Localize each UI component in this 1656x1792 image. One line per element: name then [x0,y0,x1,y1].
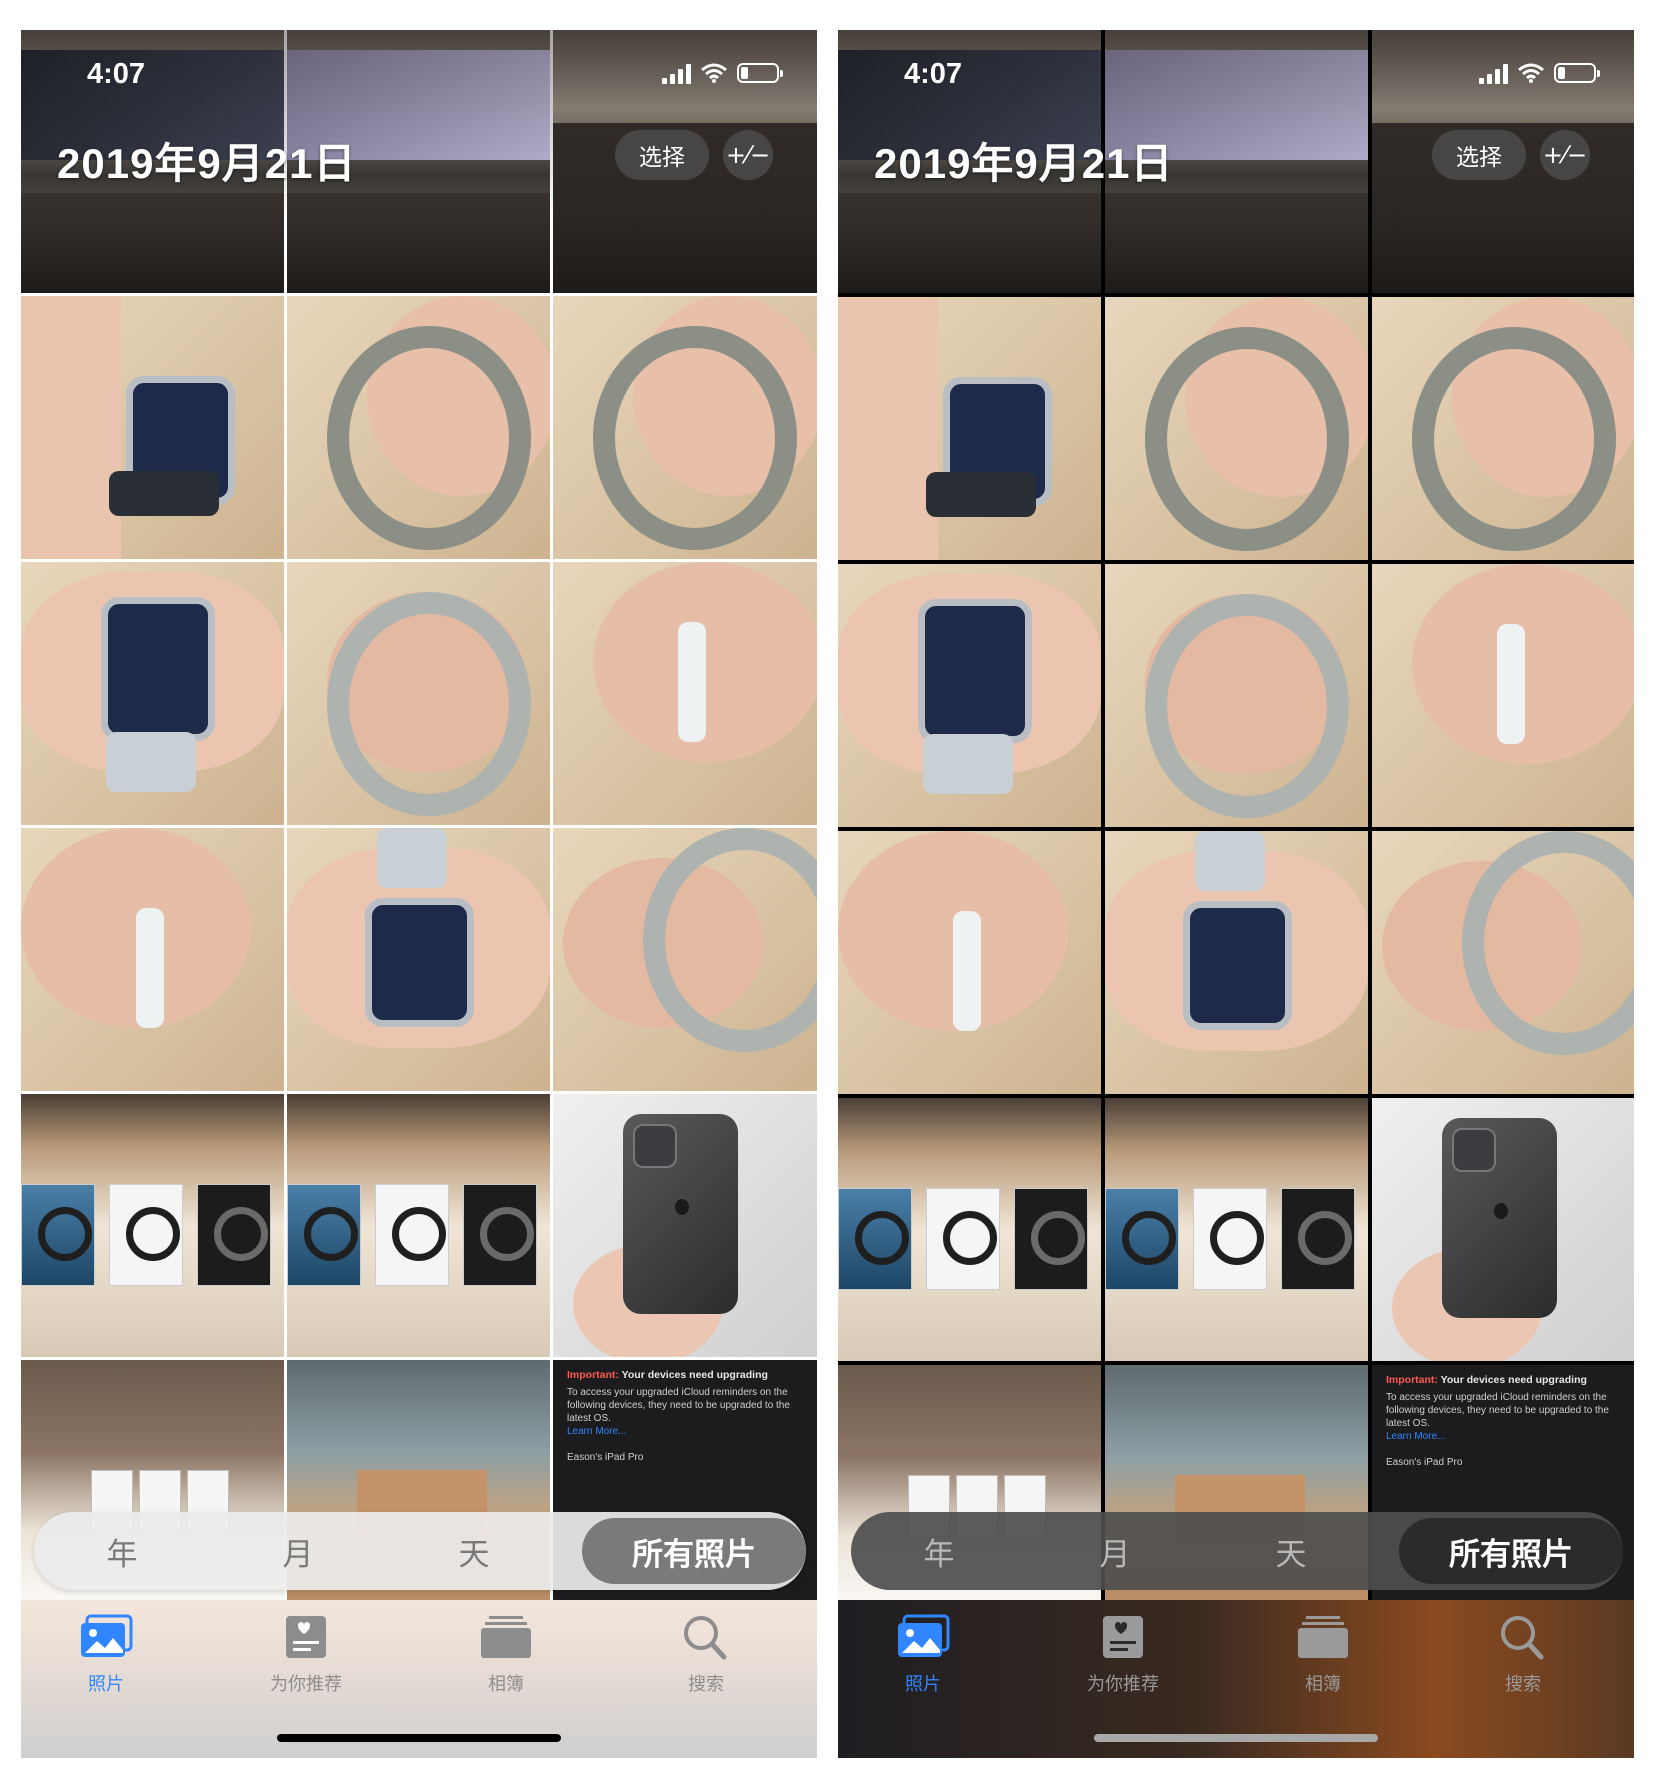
screenshot-device: Eason's iPad Pro [567,1452,644,1463]
photo-thumbnail[interactable] [287,296,550,559]
tab-label: 搜索 [688,1674,724,1695]
search-icon [679,1614,733,1660]
photo-thumbnail[interactable] [838,831,1101,1094]
segment-years[interactable]: 年 [923,1536,955,1573]
wifi-icon [1517,62,1545,84]
photo-thumbnail[interactable] [21,1094,284,1357]
tab-for-you[interactable]: 为你推荐 [236,1614,376,1696]
battery-icon [737,63,783,83]
status-icons [662,62,783,84]
photos-icon [896,1614,950,1660]
tab-bar: 照片 为你推荐 相簿 搜索 [21,1600,817,1758]
screenshot-body: To access your upgraded iCloud reminders… [1386,1392,1609,1429]
photo-thumbnail[interactable] [1372,1098,1634,1361]
segment-months[interactable]: 月 [282,1536,314,1573]
view-segmented-control: 年 月 天 所有照片 [34,1512,806,1590]
tab-bar: 照片 为你推荐 相簿 搜索 [838,1600,1634,1758]
photo-thumbnail[interactable] [1105,831,1368,1094]
photo-thumbnail[interactable] [1372,297,1634,560]
screenshot-body: To access your upgraded iCloud reminders… [567,1387,790,1424]
plus-minus-button[interactable]: +⁄− [723,130,773,180]
dark-mode-screen: Important: Your devices need upgrading T… [838,30,1634,1758]
segment-all-photos[interactable]: 所有照片 [1399,1518,1623,1584]
tab-photos[interactable]: 照片 [853,1614,993,1696]
battery-icon [1554,63,1600,83]
tab-label: 搜索 [1505,1674,1541,1695]
screenshot-device: Eason's iPad Pro [1386,1457,1463,1468]
cellular-signal-icon [662,62,691,84]
date-heading: 2019年9月21日 [57,140,357,187]
photo-grid: Important: Your devices need upgrading T… [838,30,1634,1628]
photo-grid: Important: Your devices need upgrading T… [21,30,817,1623]
albums-icon [1296,1614,1350,1660]
photo-thumbnail[interactable] [287,828,550,1091]
photo-thumbnail[interactable] [1372,564,1634,827]
tab-label: 为你推荐 [270,1674,342,1695]
tab-albums[interactable]: 相簿 [436,1614,576,1696]
photo-thumbnail[interactable] [287,1094,550,1357]
photo-thumbnail[interactable] [838,1098,1101,1361]
photo-thumbnail[interactable] [21,296,284,559]
photo-thumbnail[interactable] [553,296,817,559]
photo-thumbnail[interactable] [21,828,284,1091]
home-indicator [1094,1734,1378,1742]
screenshot-title: Important: Your devices need upgrading [567,1369,768,1381]
screenshot-title: Important: Your devices need upgrading [1386,1374,1587,1386]
photo-thumbnail[interactable] [21,30,284,293]
segment-months[interactable]: 月 [1099,1536,1131,1573]
cellular-signal-icon [1479,62,1508,84]
select-button[interactable]: 选择 [1432,130,1526,180]
segment-days[interactable]: 天 [1275,1536,1307,1573]
for-you-icon [1096,1614,1150,1660]
date-heading: 2019年9月21日 [874,140,1174,187]
photo-thumbnail[interactable] [1105,564,1368,827]
screenshot-link: Learn More... [567,1426,627,1437]
photo-thumbnail[interactable] [1105,1098,1368,1361]
photo-thumbnail[interactable] [838,564,1101,827]
segment-days[interactable]: 天 [458,1536,490,1573]
view-segmented-control: 年 月 天 所有照片 [851,1512,1623,1590]
tab-label: 照片 [88,1674,124,1695]
tab-label: 相簿 [488,1674,524,1695]
for-you-icon [279,1614,333,1660]
photo-thumbnail[interactable] [1105,30,1368,293]
select-button[interactable]: 选择 [615,130,709,180]
photo-thumbnail[interactable] [553,562,817,825]
light-mode-screen: Important: Your devices need upgrading T… [21,30,817,1758]
tab-label: 相簿 [1305,1674,1341,1695]
tab-albums[interactable]: 相簿 [1253,1614,1393,1696]
status-time: 4:07 [904,58,963,90]
photo-thumbnail[interactable] [287,30,550,293]
tab-search[interactable]: 搜索 [1453,1614,1593,1696]
photo-thumbnail[interactable] [838,30,1101,293]
photo-thumbnail[interactable] [21,562,284,825]
segment-all-photos[interactable]: 所有照片 [582,1518,806,1584]
photo-thumbnail[interactable] [1372,831,1634,1094]
plus-minus-button[interactable]: +⁄− [1540,130,1590,180]
tab-label: 照片 [905,1674,941,1695]
status-time: 4:07 [87,58,146,90]
search-icon [1496,1614,1550,1660]
photo-thumbnail[interactable] [287,562,550,825]
photos-icon [79,1614,133,1660]
photo-thumbnail[interactable] [838,297,1101,560]
tab-search[interactable]: 搜索 [636,1614,776,1696]
tab-label: 为你推荐 [1087,1674,1159,1695]
screenshot-link: Learn More... [1386,1431,1446,1442]
segment-years[interactable]: 年 [106,1536,138,1573]
photo-thumbnail[interactable] [553,30,817,293]
wifi-icon [700,62,728,84]
photo-thumbnail[interactable] [553,828,817,1091]
tab-photos[interactable]: 照片 [36,1614,176,1696]
home-indicator [277,1734,561,1742]
photo-thumbnail[interactable] [1105,297,1368,560]
status-icons [1479,62,1600,84]
photo-thumbnail[interactable] [553,1094,817,1357]
tab-for-you[interactable]: 为你推荐 [1053,1614,1193,1696]
albums-icon [479,1614,533,1660]
